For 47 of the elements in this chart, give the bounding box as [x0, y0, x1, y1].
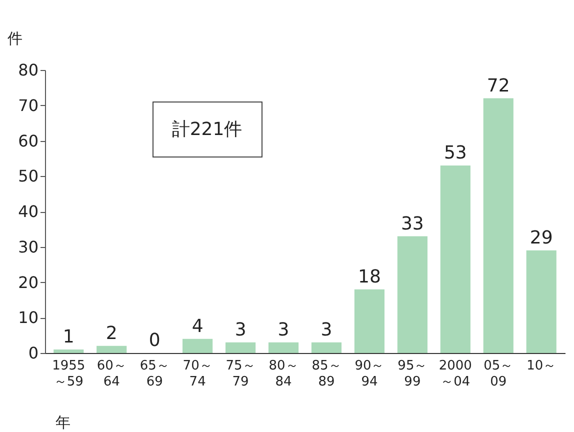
y-tick-label: 30: [18, 237, 38, 256]
y-tick-label: 80: [18, 60, 38, 80]
data-label: 53: [444, 142, 467, 164]
bar: [483, 98, 514, 353]
bar: [225, 342, 256, 353]
bar: [54, 349, 84, 353]
bar: [526, 250, 556, 353]
data-label: 3: [234, 319, 246, 340]
bar: [354, 289, 385, 353]
y-axis-title: 件: [8, 30, 22, 48]
annotation: 計221件: [172, 119, 242, 140]
x-tick-label: 05～ 09: [484, 358, 514, 390]
x-tick-label: 10～: [526, 358, 556, 374]
data-label: 1: [62, 326, 74, 348]
y-tick-label: 40: [18, 202, 38, 221]
data-label: 4: [192, 316, 204, 337]
x-tick-label: 1955 ～59: [52, 358, 86, 390]
bar: [268, 342, 299, 353]
data-label: 29: [530, 227, 553, 248]
data-label: 33: [400, 213, 424, 234]
x-tick-label: 95～ 99: [398, 358, 428, 390]
bar: [397, 236, 428, 353]
x-tick-label: 90～ 94: [354, 358, 384, 390]
bar: [182, 338, 213, 353]
x-tick-label: 85～ 89: [312, 358, 342, 390]
x-axis-title: 年: [56, 414, 70, 432]
data-label: 72: [486, 75, 510, 96]
x-tick-label: 2000 ～04: [438, 358, 472, 390]
data-label: 2: [106, 322, 118, 344]
data-label: 3: [278, 319, 290, 340]
bar: [96, 346, 127, 353]
x-tick-label: 70～ 74: [182, 358, 212, 390]
y-tick-label: 60: [18, 131, 38, 150]
data-label: 0: [148, 330, 160, 351]
y-tick-label: 10: [18, 308, 38, 328]
x-tick-label: 75～ 79: [226, 358, 256, 390]
x-tick-label: 80～ 84: [268, 358, 298, 390]
data-label: 3: [320, 319, 332, 340]
y-tick-label: 0: [28, 344, 38, 362]
bar: [440, 166, 470, 353]
x-tick-label: 60～ 64: [96, 358, 126, 390]
data-label: 18: [358, 266, 381, 288]
x-tick-label: 65～ 69: [140, 358, 170, 390]
y-tick-label: 70: [18, 96, 38, 115]
bar: [311, 342, 342, 353]
y-tick-label: 50: [18, 166, 38, 186]
y-tick-label: 20: [18, 272, 38, 292]
